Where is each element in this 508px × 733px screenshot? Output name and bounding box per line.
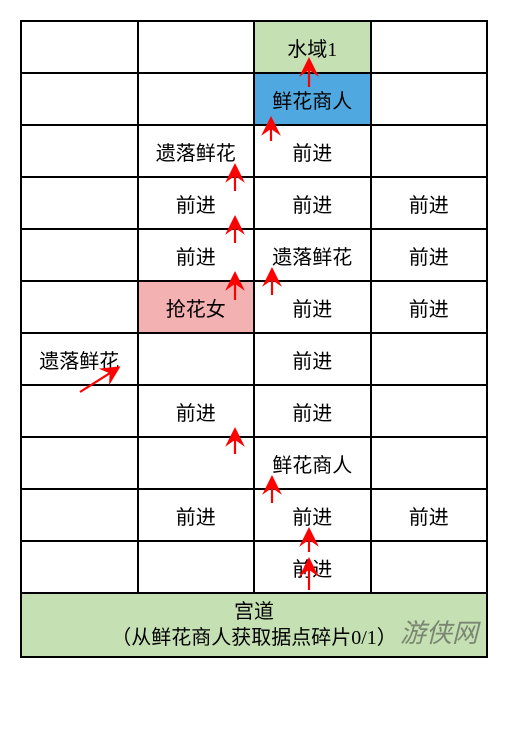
grid-cell: 前进 <box>254 333 371 385</box>
grid-cell: 遗落鲜花 <box>21 333 138 385</box>
grid-cell: 前进 <box>371 281 488 333</box>
grid-cell <box>371 437 488 489</box>
grid-cell <box>21 541 138 593</box>
grid-cell <box>21 229 138 281</box>
grid-cell <box>21 437 138 489</box>
grid-cell <box>21 489 138 541</box>
grid-cell: 抢花女 <box>138 281 255 333</box>
grid-cell <box>371 385 488 437</box>
footer-row: 宫道（从鲜花商人获取据点碎片0/1） <box>21 593 487 657</box>
grid-row: 鲜花商人 <box>21 437 487 489</box>
grid-cell <box>138 541 255 593</box>
grid-cell: 鲜花商人 <box>254 437 371 489</box>
grid-cell: 遗落鲜花 <box>254 229 371 281</box>
grid-cell: 前进 <box>254 385 371 437</box>
grid-cell: 水域1 <box>254 21 371 73</box>
grid-row: 前进前进 <box>21 385 487 437</box>
grid-row: 鲜花商人 <box>21 73 487 125</box>
map-grid: 水域1鲜花商人遗落鲜花前进前进前进前进前进遗落鲜花前进抢花女前进前进遗落鲜花前进… <box>20 20 488 658</box>
grid-cell: 前进 <box>254 125 371 177</box>
grid-row: 抢花女前进前进 <box>21 281 487 333</box>
grid-cell <box>371 21 488 73</box>
grid-cell <box>21 125 138 177</box>
grid-cell <box>21 21 138 73</box>
grid-cell <box>371 73 488 125</box>
grid-cell: 前进 <box>138 489 255 541</box>
grid-cell: 前进 <box>254 177 371 229</box>
diagram-container: 水域1鲜花商人遗落鲜花前进前进前进前进前进遗落鲜花前进抢花女前进前进遗落鲜花前进… <box>20 20 488 658</box>
grid-cell: 前进 <box>254 281 371 333</box>
grid-cell: 前进 <box>138 385 255 437</box>
grid-row: 遗落鲜花前进 <box>21 125 487 177</box>
grid-cell: 前进 <box>371 229 488 281</box>
grid-cell: 前进 <box>138 229 255 281</box>
grid-row: 前进 <box>21 541 487 593</box>
grid-cell: 遗落鲜花 <box>138 125 255 177</box>
grid-cell: 前进 <box>254 541 371 593</box>
grid-row: 前进前进前进 <box>21 177 487 229</box>
grid-cell <box>371 541 488 593</box>
grid-cell: 前进 <box>371 489 488 541</box>
grid-cell <box>371 125 488 177</box>
grid-cell <box>21 385 138 437</box>
grid-cell <box>21 177 138 229</box>
grid-cell <box>138 333 255 385</box>
grid-row: 前进遗落鲜花前进 <box>21 229 487 281</box>
grid-cell <box>138 21 255 73</box>
grid-cell: 前进 <box>254 489 371 541</box>
grid-cell <box>138 73 255 125</box>
grid-cell <box>21 281 138 333</box>
grid-cell <box>371 333 488 385</box>
grid-row: 前进前进前进 <box>21 489 487 541</box>
grid-cell: 前进 <box>138 177 255 229</box>
footer-line1: 宫道 <box>234 599 274 625</box>
grid-cell: 鲜花商人 <box>254 73 371 125</box>
grid-row: 遗落鲜花 前进 <box>21 333 487 385</box>
grid-row: 水域1 <box>21 21 487 73</box>
grid-cell <box>138 437 255 489</box>
grid-cell <box>21 73 138 125</box>
grid-cell: 前进 <box>371 177 488 229</box>
footer-line2: （从鲜花商人获取据点碎片0/1） <box>111 625 397 651</box>
